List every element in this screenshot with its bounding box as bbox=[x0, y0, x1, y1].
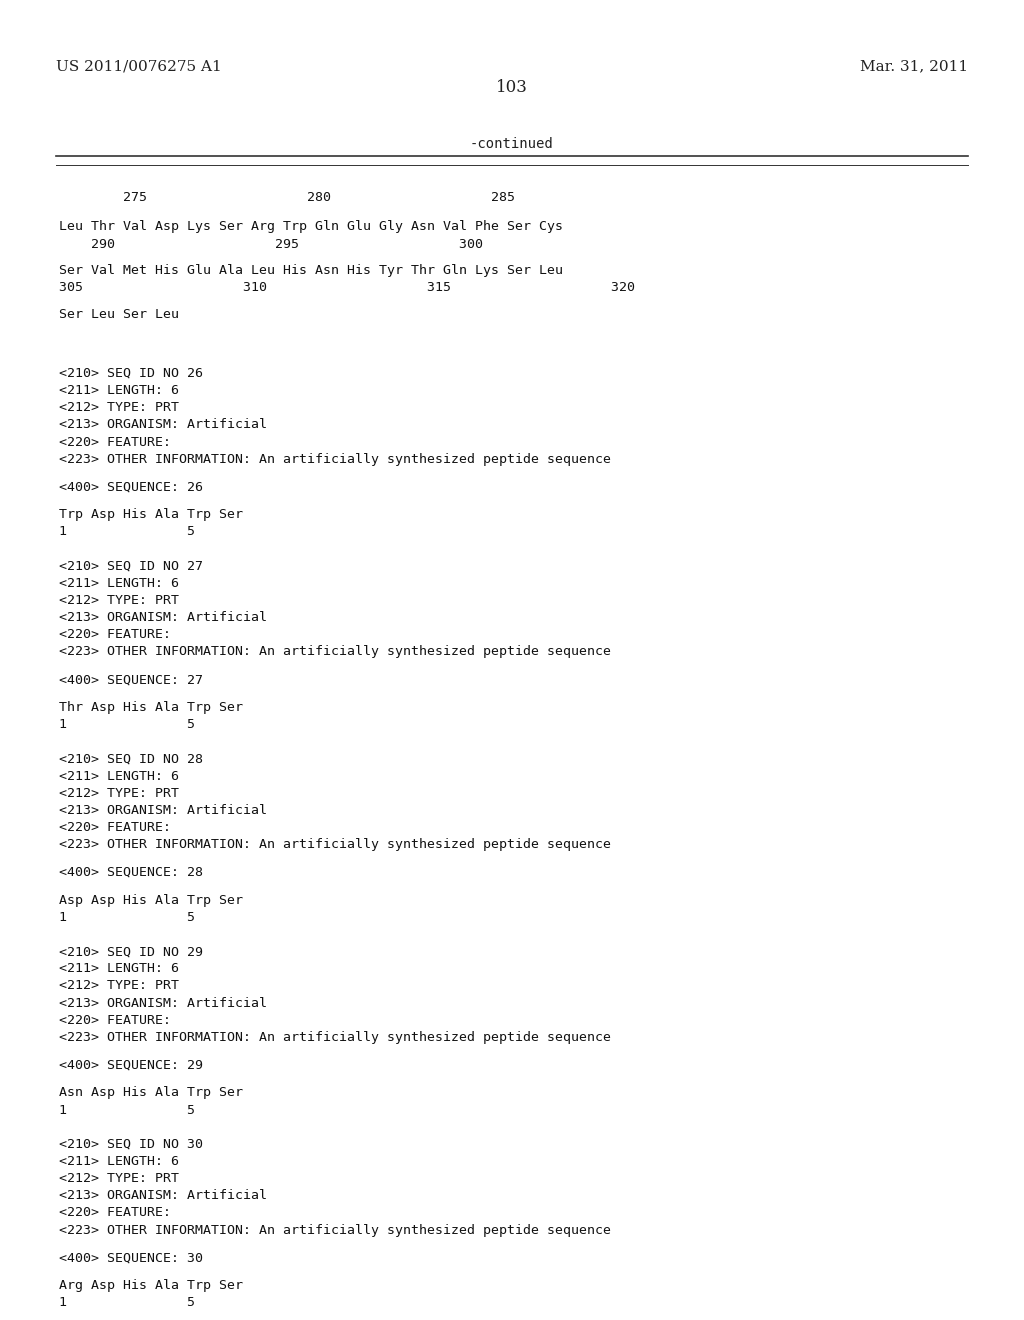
Text: 1               5: 1 5 bbox=[59, 718, 196, 731]
Text: <213> ORGANISM: Artificial: <213> ORGANISM: Artificial bbox=[59, 997, 267, 1010]
Text: <400> SEQUENCE: 27: <400> SEQUENCE: 27 bbox=[59, 673, 204, 686]
Text: Arg Asp His Ala Trp Ser: Arg Asp His Ala Trp Ser bbox=[59, 1279, 244, 1292]
Text: <210> SEQ ID NO 29: <210> SEQ ID NO 29 bbox=[59, 945, 204, 958]
Text: <220> FEATURE:: <220> FEATURE: bbox=[59, 821, 171, 834]
Text: <400> SEQUENCE: 30: <400> SEQUENCE: 30 bbox=[59, 1251, 204, 1265]
Text: -continued: -continued bbox=[470, 137, 554, 152]
Text: <211> LENGTH: 6: <211> LENGTH: 6 bbox=[59, 770, 179, 783]
Text: 1               5: 1 5 bbox=[59, 1296, 196, 1309]
Text: Asn Asp His Ala Trp Ser: Asn Asp His Ala Trp Ser bbox=[59, 1086, 244, 1100]
Text: <220> FEATURE:: <220> FEATURE: bbox=[59, 1206, 171, 1220]
Text: <223> OTHER INFORMATION: An artificially synthesized peptide sequence: <223> OTHER INFORMATION: An artificially… bbox=[59, 645, 611, 659]
Text: <213> ORGANISM: Artificial: <213> ORGANISM: Artificial bbox=[59, 804, 267, 817]
Text: <212> TYPE: PRT: <212> TYPE: PRT bbox=[59, 979, 179, 993]
Text: Leu Thr Val Asp Lys Ser Arg Trp Gln Glu Gly Asn Val Phe Ser Cys: Leu Thr Val Asp Lys Ser Arg Trp Gln Glu … bbox=[59, 220, 563, 234]
Text: <210> SEQ ID NO 27: <210> SEQ ID NO 27 bbox=[59, 560, 204, 573]
Text: <212> TYPE: PRT: <212> TYPE: PRT bbox=[59, 594, 179, 607]
Text: <213> ORGANISM: Artificial: <213> ORGANISM: Artificial bbox=[59, 1189, 267, 1203]
Text: 1               5: 1 5 bbox=[59, 525, 196, 539]
Text: <210> SEQ ID NO 26: <210> SEQ ID NO 26 bbox=[59, 367, 204, 380]
Text: 290                    295                    300: 290 295 300 bbox=[59, 238, 483, 251]
Text: Thr Asp His Ala Trp Ser: Thr Asp His Ala Trp Ser bbox=[59, 701, 244, 714]
Text: Ser Val Met His Glu Ala Leu His Asn His Tyr Thr Gln Lys Ser Leu: Ser Val Met His Glu Ala Leu His Asn His … bbox=[59, 264, 563, 277]
Text: <220> FEATURE:: <220> FEATURE: bbox=[59, 436, 171, 449]
Text: <212> TYPE: PRT: <212> TYPE: PRT bbox=[59, 401, 179, 414]
Text: <210> SEQ ID NO 28: <210> SEQ ID NO 28 bbox=[59, 752, 204, 766]
Text: <220> FEATURE:: <220> FEATURE: bbox=[59, 1014, 171, 1027]
Text: <400> SEQUENCE: 29: <400> SEQUENCE: 29 bbox=[59, 1059, 204, 1072]
Text: Trp Asp His Ala Trp Ser: Trp Asp His Ala Trp Ser bbox=[59, 508, 244, 521]
Text: US 2011/0076275 A1: US 2011/0076275 A1 bbox=[56, 59, 222, 74]
Text: <223> OTHER INFORMATION: An artificially synthesized peptide sequence: <223> OTHER INFORMATION: An artificially… bbox=[59, 1031, 611, 1044]
Text: <212> TYPE: PRT: <212> TYPE: PRT bbox=[59, 787, 179, 800]
Text: <213> ORGANISM: Artificial: <213> ORGANISM: Artificial bbox=[59, 611, 267, 624]
Text: <213> ORGANISM: Artificial: <213> ORGANISM: Artificial bbox=[59, 418, 267, 432]
Text: <211> LENGTH: 6: <211> LENGTH: 6 bbox=[59, 577, 179, 590]
Text: <223> OTHER INFORMATION: An artificially synthesized peptide sequence: <223> OTHER INFORMATION: An artificially… bbox=[59, 838, 611, 851]
Text: <211> LENGTH: 6: <211> LENGTH: 6 bbox=[59, 1155, 179, 1168]
Text: 275                    280                    285: 275 280 285 bbox=[59, 191, 515, 205]
Text: <211> LENGTH: 6: <211> LENGTH: 6 bbox=[59, 384, 179, 397]
Text: <223> OTHER INFORMATION: An artificially synthesized peptide sequence: <223> OTHER INFORMATION: An artificially… bbox=[59, 1224, 611, 1237]
Text: 1               5: 1 5 bbox=[59, 911, 196, 924]
Text: 305                    310                    315                    320: 305 310 315 320 bbox=[59, 281, 635, 294]
Text: <210> SEQ ID NO 30: <210> SEQ ID NO 30 bbox=[59, 1138, 204, 1151]
Text: Mar. 31, 2011: Mar. 31, 2011 bbox=[859, 59, 968, 74]
Text: 1               5: 1 5 bbox=[59, 1104, 196, 1117]
Text: <211> LENGTH: 6: <211> LENGTH: 6 bbox=[59, 962, 179, 975]
Text: 103: 103 bbox=[496, 79, 528, 96]
Text: Asp Asp His Ala Trp Ser: Asp Asp His Ala Trp Ser bbox=[59, 894, 244, 907]
Text: Ser Leu Ser Leu: Ser Leu Ser Leu bbox=[59, 308, 179, 321]
Text: <220> FEATURE:: <220> FEATURE: bbox=[59, 628, 171, 642]
Text: <212> TYPE: PRT: <212> TYPE: PRT bbox=[59, 1172, 179, 1185]
Text: <223> OTHER INFORMATION: An artificially synthesized peptide sequence: <223> OTHER INFORMATION: An artificially… bbox=[59, 453, 611, 466]
Text: <400> SEQUENCE: 28: <400> SEQUENCE: 28 bbox=[59, 866, 204, 879]
Text: <400> SEQUENCE: 26: <400> SEQUENCE: 26 bbox=[59, 480, 204, 494]
